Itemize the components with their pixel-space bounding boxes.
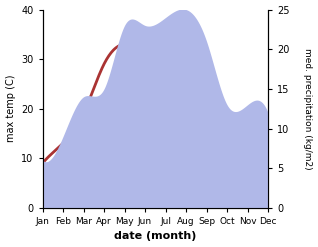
X-axis label: date (month): date (month) <box>114 231 197 242</box>
Y-axis label: max temp (C): max temp (C) <box>5 75 16 143</box>
Y-axis label: med. precipitation (kg/m2): med. precipitation (kg/m2) <box>303 48 313 169</box>
